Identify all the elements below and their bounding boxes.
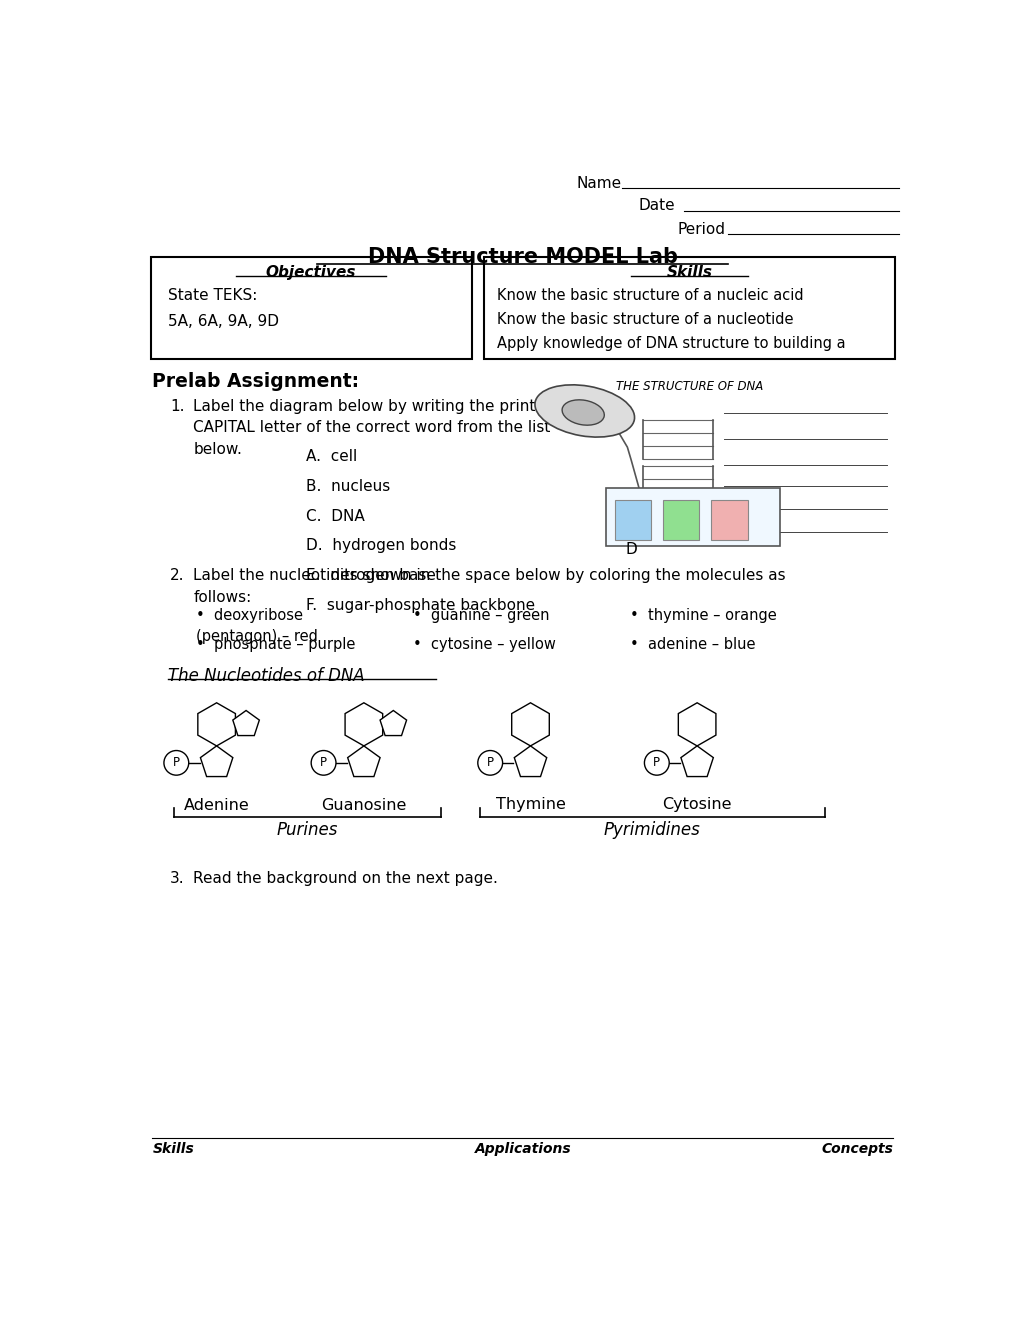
- Text: A.  cell: A. cell: [306, 450, 357, 465]
- Polygon shape: [678, 702, 715, 746]
- FancyBboxPatch shape: [614, 500, 651, 540]
- Text: P: P: [320, 756, 327, 770]
- Polygon shape: [200, 746, 232, 776]
- Polygon shape: [512, 702, 549, 746]
- Ellipse shape: [561, 400, 603, 425]
- Text: Skills: Skills: [152, 1143, 194, 1156]
- FancyBboxPatch shape: [710, 500, 747, 540]
- Text: •  deoxyribose
(pentagon) – red: • deoxyribose (pentagon) – red: [196, 609, 317, 644]
- Text: P: P: [653, 756, 659, 770]
- Text: •  adenine – blue: • adenine – blue: [629, 638, 754, 652]
- Text: Thymine: Thymine: [495, 797, 565, 813]
- Text: E.  nitrogen base: E. nitrogen base: [306, 568, 435, 583]
- Text: Objectives: Objectives: [266, 264, 356, 280]
- Text: Prelab Assignment:: Prelab Assignment:: [152, 372, 359, 392]
- Text: DNA Structure MODEL Lab: DNA Structure MODEL Lab: [368, 247, 677, 267]
- Polygon shape: [232, 710, 259, 735]
- Ellipse shape: [534, 385, 634, 437]
- Text: Guanosine: Guanosine: [321, 797, 407, 813]
- Text: P: P: [172, 756, 179, 770]
- Circle shape: [164, 751, 189, 775]
- FancyBboxPatch shape: [151, 257, 471, 359]
- Text: •  guanine – green: • guanine – green: [413, 609, 548, 623]
- Text: Skills: Skills: [665, 264, 711, 280]
- Text: C.  DNA: C. DNA: [306, 508, 364, 524]
- Polygon shape: [344, 702, 382, 746]
- Text: P: P: [486, 756, 493, 770]
- Text: Date: Date: [638, 198, 675, 214]
- Text: Read the background on the next page.: Read the background on the next page.: [194, 871, 497, 886]
- Text: 2.: 2.: [170, 568, 184, 583]
- Polygon shape: [681, 746, 712, 776]
- Polygon shape: [380, 710, 407, 735]
- Text: •  cytosine – yellow: • cytosine – yellow: [413, 638, 555, 652]
- Polygon shape: [198, 702, 235, 746]
- Text: B.  nucleus: B. nucleus: [306, 479, 389, 494]
- Polygon shape: [514, 746, 546, 776]
- Text: •  phosphate – purple: • phosphate – purple: [196, 638, 355, 652]
- Text: Cytosine: Cytosine: [661, 797, 732, 813]
- Circle shape: [311, 751, 335, 775]
- FancyBboxPatch shape: [484, 257, 894, 359]
- Text: State TEKS:
5A, 6A, 9A, 9D: State TEKS: 5A, 6A, 9A, 9D: [168, 288, 278, 329]
- Polygon shape: [347, 746, 380, 776]
- Text: Label the diagram below by writing the printed
CAPITAL letter of the correct wor: Label the diagram below by writing the p…: [194, 399, 554, 457]
- Text: Adenine: Adenine: [183, 797, 250, 813]
- Text: Name: Name: [577, 176, 622, 191]
- Text: D: D: [625, 543, 637, 557]
- Text: Purines: Purines: [276, 821, 337, 838]
- Text: Label the nucleotides shown in the space below by coloring the molecules as
foll: Label the nucleotides shown in the space…: [194, 568, 786, 605]
- Text: Pyrimidines: Pyrimidines: [603, 821, 700, 838]
- Text: 3.: 3.: [170, 871, 184, 886]
- Text: F.  sugar-phosphate backbone: F. sugar-phosphate backbone: [306, 598, 534, 612]
- Text: THE STRUCTURE OF DNA: THE STRUCTURE OF DNA: [615, 380, 762, 393]
- Text: 1.: 1.: [170, 399, 184, 413]
- Text: Know the basic structure of a nucleic acid
Know the basic structure of a nucleot: Know the basic structure of a nucleic ac…: [496, 288, 845, 351]
- FancyBboxPatch shape: [606, 488, 780, 546]
- FancyBboxPatch shape: [662, 500, 699, 540]
- Text: Applications: Applications: [474, 1143, 571, 1156]
- Text: •  thymine – orange: • thymine – orange: [629, 609, 775, 623]
- Text: D.  hydrogen bonds: D. hydrogen bonds: [306, 539, 455, 553]
- Text: Concepts: Concepts: [820, 1143, 893, 1156]
- Circle shape: [477, 751, 502, 775]
- Circle shape: [644, 751, 668, 775]
- Text: The Nucleotides of DNA: The Nucleotides of DNA: [168, 667, 364, 685]
- Text: Period: Period: [677, 222, 726, 236]
